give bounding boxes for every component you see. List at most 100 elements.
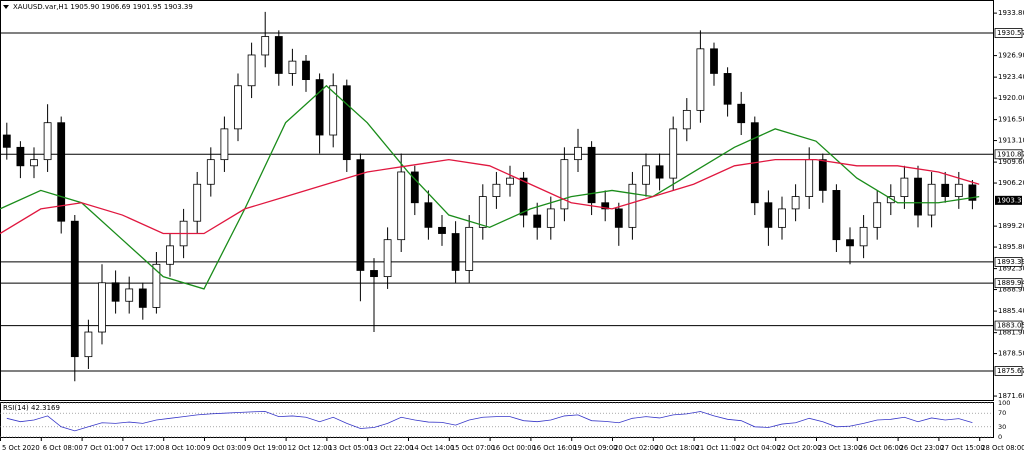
- candle-body: [723, 73, 732, 105]
- candle-body: [954, 183, 963, 197]
- plot-layer: 1933.80 1926.90 1923.40 1920.00 1916.50 1913.…: [0, 9, 1024, 452]
- y-tick-label: 1878.50: [998, 350, 1024, 358]
- candle-body: [914, 177, 922, 216]
- rsi-label: RSI(14) 42.3169: [3, 404, 60, 412]
- candle-body: [383, 239, 392, 278]
- candle-body: [927, 183, 936, 216]
- level-label-box: [994, 278, 1023, 289]
- candle-body: [886, 196, 895, 204]
- moving-average: [0, 158, 980, 235]
- candle-body: [873, 202, 882, 228]
- candle-body: [43, 122, 52, 161]
- candle-body: [30, 159, 38, 167]
- candle-body: [247, 54, 256, 87]
- x-tick-label: 9 Oct 03:00: [206, 444, 246, 452]
- candle-body: [193, 183, 202, 222]
- candle-body: [274, 36, 283, 74]
- rsi-line: [6, 411, 973, 432]
- rsi-tick-label: 30: [998, 423, 1006, 431]
- level-label-box: [994, 28, 1023, 38]
- level-label-box: [994, 149, 1023, 160]
- level-label: 1930.57: [997, 29, 1024, 37]
- main-frame: [0, 0, 994, 401]
- candle-body: [356, 159, 365, 271]
- candle-body: [451, 233, 460, 271]
- moving-average: [0, 84, 980, 290]
- candle-body: [138, 288, 147, 308]
- candle-body: [261, 36, 270, 56]
- x-tick-label: 22 Oct 04:00: [736, 444, 780, 452]
- x-tick-label: 22 Oct 20:00: [777, 444, 821, 452]
- x-tick-label: 9 Oct 19:00: [247, 444, 287, 452]
- candle-body: [342, 85, 351, 161]
- level-label-box: [994, 320, 1023, 331]
- candle-body: [16, 146, 25, 167]
- x-tick-label: 5 Oct 2020: [2, 444, 40, 452]
- y-tick-label: 1933.80: [998, 9, 1024, 17]
- y-tick-label: 1888.90: [998, 286, 1024, 294]
- y-tick-label: 1906.20: [998, 179, 1024, 187]
- x-tick-label: 13 Oct 05:00: [328, 444, 372, 452]
- candle-body: [791, 196, 800, 210]
- candle-body: [900, 177, 909, 197]
- candle-body: [710, 48, 718, 74]
- y-tick-label: 1913.10: [998, 137, 1024, 145]
- level-label: 1883.05: [997, 322, 1024, 330]
- candle-body: [166, 245, 174, 265]
- candle-body: [220, 128, 229, 161]
- current-price-label: 1903.39: [997, 196, 1024, 204]
- y-tick-label: 1892.30: [998, 265, 1024, 273]
- x-tick-label: 27 Oct 15:00: [940, 444, 984, 452]
- x-tick-label: 20 Oct 18:00: [655, 444, 699, 452]
- candle-body: [669, 128, 678, 179]
- x-tick-label: 26 Oct 06:00: [859, 444, 903, 452]
- candle-body: [655, 165, 664, 179]
- candle-body: [234, 85, 242, 130]
- candle-body: [818, 159, 827, 191]
- y-tick-label: 1885.40: [998, 307, 1024, 315]
- rsi-tick-label: 0: [998, 433, 1002, 441]
- candle-body: [125, 288, 134, 302]
- candle-body: [859, 226, 868, 247]
- candle-body: [533, 214, 542, 228]
- y-tick-label: 1920.00: [998, 94, 1024, 102]
- y-tick-label: 1909.60: [998, 158, 1024, 166]
- candle-body: [614, 208, 623, 228]
- x-tick-label: 7 Oct 01:00: [84, 444, 124, 452]
- candle-body: [410, 171, 419, 204]
- candle-body: [370, 270, 378, 278]
- candle-body: [805, 159, 814, 197]
- x-tick-label: 13 Oct 22:00: [369, 444, 413, 452]
- y-tick-label: 1871.60: [998, 392, 1024, 400]
- candle-body: [98, 282, 106, 333]
- y-tick-label: 1916.50: [998, 116, 1024, 124]
- candle-body: [846, 239, 854, 247]
- candle-body: [478, 196, 487, 228]
- level-label-box: [994, 257, 1023, 267]
- x-tick-label: 28 Oct 08:00: [981, 444, 1024, 452]
- candle-body: [968, 184, 977, 201]
- x-tick-label: 15 Oct 07:00: [451, 444, 495, 452]
- candle-body: [329, 85, 338, 136]
- level-label: 1889.94: [997, 279, 1024, 287]
- level-label: 1910.87: [997, 150, 1024, 158]
- y-tick-label: 1881.90: [998, 329, 1024, 337]
- y-tick-label: 1899.20: [998, 222, 1024, 230]
- x-tick-label: 7 Oct 17:00: [124, 444, 164, 452]
- candle-body: [519, 177, 528, 216]
- x-tick-label: 6 Oct 08:00: [43, 444, 83, 452]
- candle-body: [628, 183, 637, 228]
- candle-body: [465, 226, 474, 271]
- level-label: 1893.39: [997, 258, 1024, 266]
- rsi-tick-label: 100: [998, 399, 1010, 407]
- rsi-frame: [0, 402, 994, 438]
- y-tick-label: 1895.80: [998, 243, 1024, 251]
- rsi-tick-label: 70: [998, 409, 1006, 417]
- current-price-box: [995, 195, 1022, 205]
- candle-body: [574, 146, 582, 161]
- candle-body: [546, 208, 555, 228]
- candle-body: [696, 48, 705, 111]
- candle-body: [302, 60, 310, 81]
